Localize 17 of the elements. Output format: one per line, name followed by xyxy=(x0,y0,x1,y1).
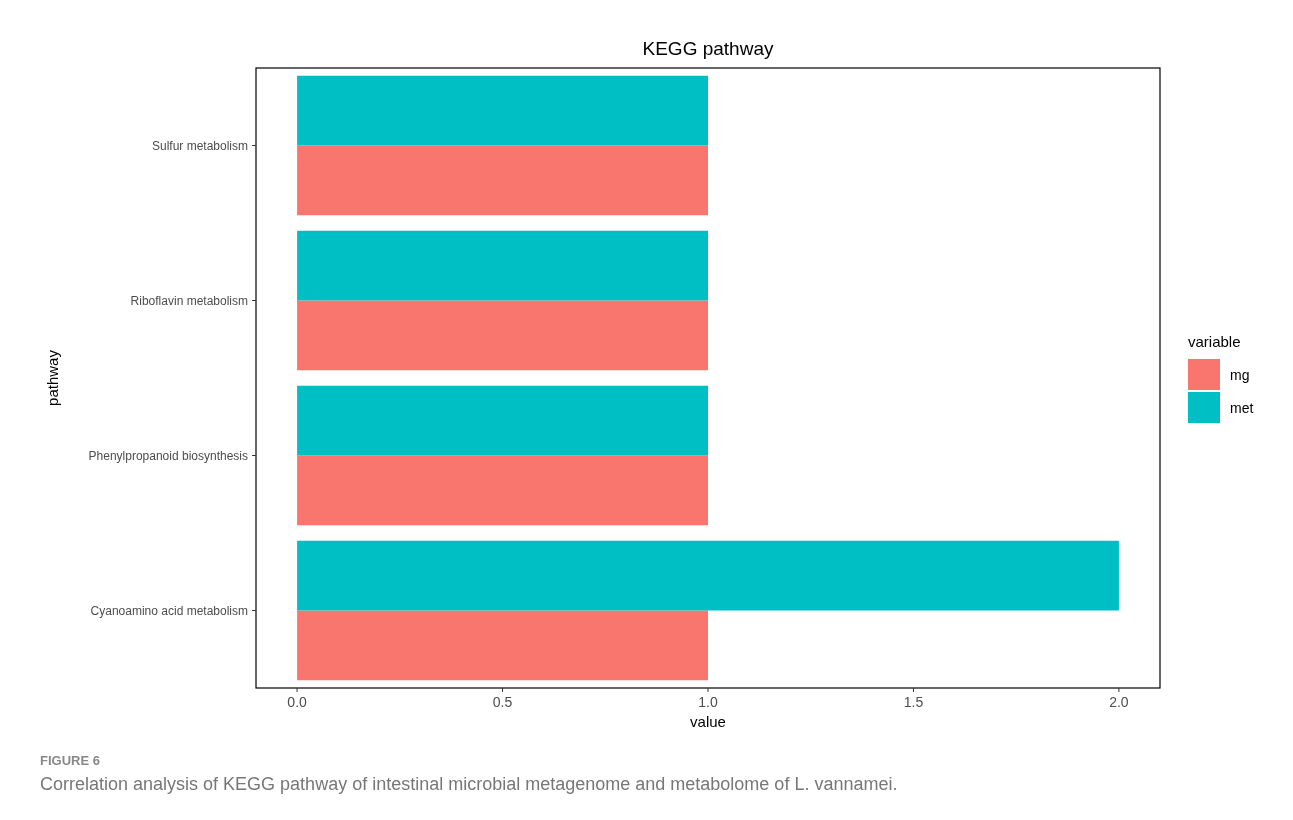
text: Correlation analysis of KEGG pathway of intestinal microbial metagenome and metabolome of L. vannamei. xyxy=(40,774,898,794)
y-tick-label: Phenylpropanoid biosynthesis xyxy=(88,448,248,463)
x-tick-label: 1.0 xyxy=(698,694,718,710)
legend-label: met xyxy=(1230,400,1254,416)
x-tick-label: 0.0 xyxy=(287,694,308,710)
y-tick-label: Sulfur metabolism xyxy=(151,138,248,153)
x-tick-label: 2.0 xyxy=(1109,694,1129,710)
y-axis-title: pathway xyxy=(44,349,61,406)
caption: FIGURE 6 xyxy=(40,753,100,768)
chart-title: KEGG pathway xyxy=(642,38,774,59)
legend-title: variable xyxy=(1188,333,1241,350)
y-tick-label: Riboflavin metabolism xyxy=(130,293,248,308)
y-tick-label: Cyanoamino acid metabolism xyxy=(90,603,248,618)
x-tick-label: 1.5 xyxy=(903,694,924,710)
x-axis-title: value xyxy=(690,713,726,730)
legend-label: mg xyxy=(1230,367,1250,383)
x-tick-label: 0.5 xyxy=(492,694,513,710)
